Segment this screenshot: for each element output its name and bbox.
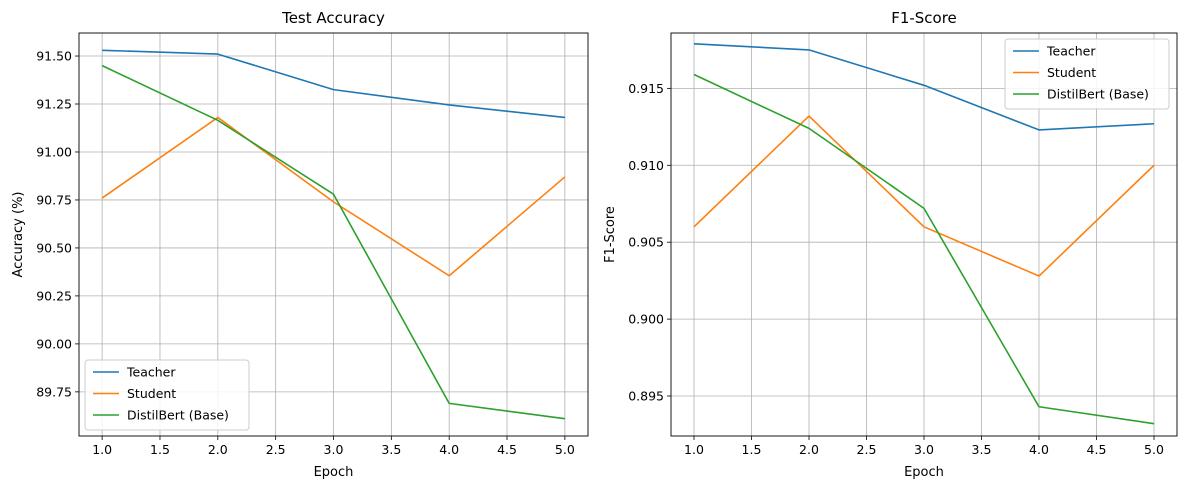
- legend-label: Teacher: [126, 365, 176, 380]
- y-axis-label: F1-Score: [603, 206, 618, 263]
- y-tick-label: 0.905: [628, 235, 664, 250]
- x-axis-label: Epoch: [904, 465, 944, 480]
- y-tick-label: 90.25: [36, 288, 72, 303]
- legend: Teacher Student DistilBert (Base): [84, 359, 250, 431]
- y-tick-label: 0.900: [628, 312, 664, 327]
- legend-label: Student: [1047, 65, 1096, 80]
- legend-label: DistilBert (Base): [1047, 87, 1149, 102]
- x-tick-label: 1.0: [684, 442, 704, 457]
- y-tick-label: 90.50: [36, 240, 72, 255]
- series-line-distilbert-base: [101, 64, 565, 420]
- x-tick-label: 4.5: [1087, 442, 1107, 457]
- plot-frame: [670, 32, 1178, 437]
- legend-box: [1004, 38, 1170, 110]
- series-line-student: [101, 116, 566, 277]
- y-tick-label: 90.75: [36, 192, 72, 207]
- chart-title: Test Accuracy: [281, 9, 385, 27]
- x-tick-label: 3.5: [972, 442, 992, 457]
- chart-title: F1-Score: [891, 9, 957, 27]
- series-line-distilbert-base: [693, 73, 1155, 425]
- series-line-student: [693, 115, 1155, 277]
- x-tick-label: 2.5: [266, 442, 286, 457]
- x-tick-label: 3.0: [324, 442, 344, 457]
- legend-label: Student: [127, 386, 176, 401]
- y-tick-label: 0.915: [628, 81, 664, 96]
- legend-box: [84, 359, 250, 431]
- series-line-teacher: [693, 42, 1155, 131]
- x-tick-label: 1.0: [92, 442, 112, 457]
- x-tick-label: 4.5: [497, 442, 517, 457]
- y-axis-label: Accuracy (%): [11, 192, 26, 278]
- x-tick-label: 3.5: [381, 442, 401, 457]
- x-tick-label: 5.0: [1144, 442, 1164, 457]
- legend-label: DistilBert (Base): [127, 408, 229, 423]
- y-tick-label: 91.25: [36, 97, 72, 112]
- f1-score-chart: 1.0 1.5 2.0 2.5 3.0 3.5 4.0 4.5 5.0 0.895 0.900 0.9…: [603, 9, 1178, 480]
- x-axis-label: Epoch: [314, 465, 354, 480]
- series-line-teacher: [102, 49, 565, 119]
- y-tick-label: 0.910: [628, 158, 664, 173]
- y-tick-label: 91.50: [36, 49, 72, 64]
- y-tick-label: 90.00: [36, 336, 72, 351]
- x-tick-label: 3.0: [914, 442, 934, 457]
- x-tick-label: 1.5: [150, 442, 170, 457]
- plot-frame: [78, 32, 589, 437]
- x-tick-label: 4.0: [439, 442, 459, 457]
- legend: Teacher Student DistilBert (Base): [1004, 38, 1170, 110]
- x-tick-label: 2.0: [208, 442, 228, 457]
- x-tick-label: 2.5: [857, 442, 877, 457]
- x-tick-label: 1.5: [742, 442, 762, 457]
- legend-label: Teacher: [1046, 44, 1096, 59]
- test-accuracy-chart: 1.0 1.5 2.0 2.5 3.0 3.5 4.0 4.5 5.0 89.75 90.00 90.…: [11, 9, 589, 480]
- x-tick-label: 2.0: [799, 442, 819, 457]
- y-tick-label: 89.75: [36, 384, 72, 399]
- y-tick-label: 91.00: [36, 144, 72, 159]
- x-tick-label: 4.0: [1029, 442, 1049, 457]
- x-tick-label: 5.0: [555, 442, 575, 457]
- y-tick-label: 0.895: [628, 389, 664, 404]
